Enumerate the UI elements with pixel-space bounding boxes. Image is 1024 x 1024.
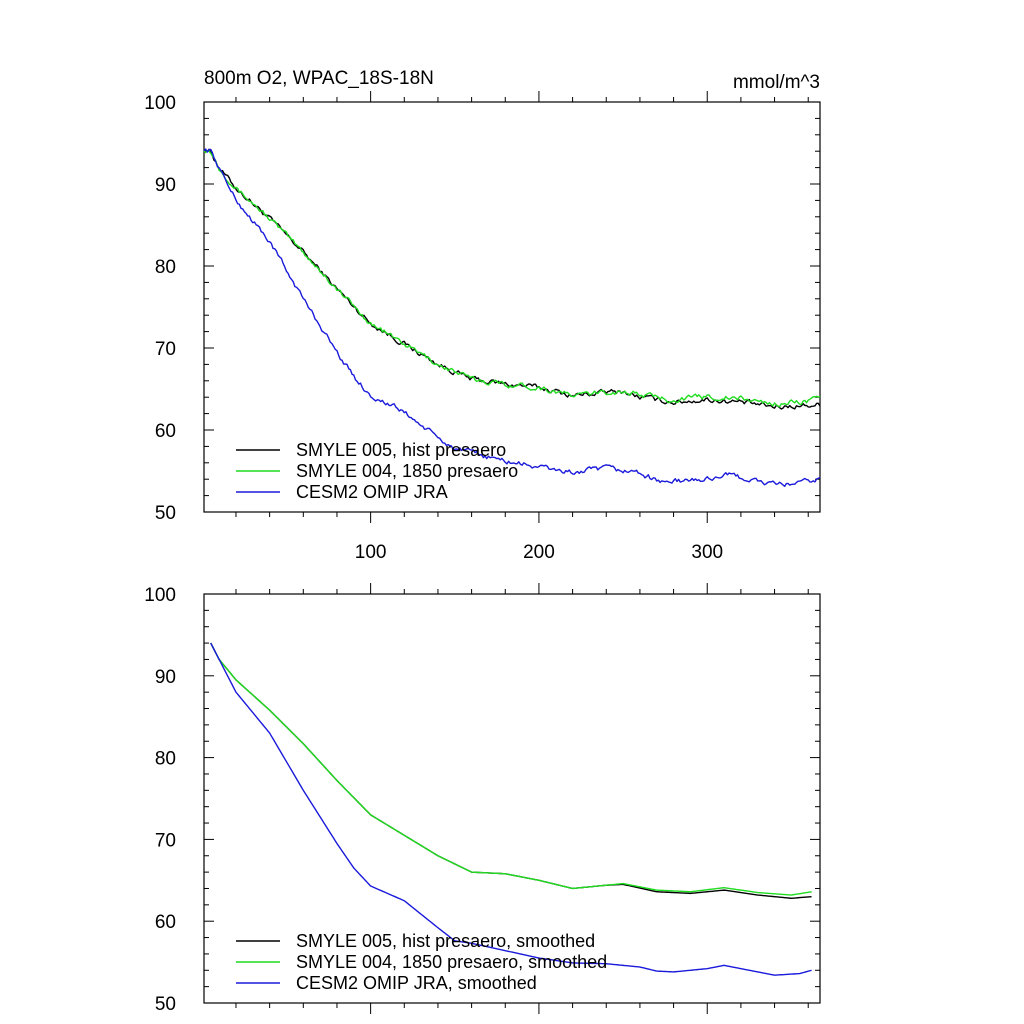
series-line-hist bbox=[203, 148, 821, 410]
y-tick-label: 50 bbox=[155, 503, 176, 524]
legend-label: CESM2 OMIP JRA bbox=[296, 482, 448, 502]
y-tick-label: 100 bbox=[144, 585, 176, 606]
y-tick-label: 80 bbox=[155, 257, 176, 278]
top-panel-title: 800m O2, WPAC_18S-18N bbox=[204, 68, 434, 89]
x-tick-label: 200 bbox=[523, 542, 555, 563]
legend-label: SMYLE 005, hist presaero bbox=[296, 440, 506, 460]
plot-frame bbox=[203, 101, 821, 513]
y-tick-label: 70 bbox=[155, 339, 176, 360]
series-line-omip bbox=[210, 642, 812, 976]
y-tick-label: 100 bbox=[144, 93, 176, 114]
bottom-panel: 50 60 70 80 90 100 SMYLE 005, hist presaero, s… bbox=[144, 583, 821, 1015]
plot-frame bbox=[203, 593, 821, 1004]
y-tick-label: 60 bbox=[155, 421, 176, 442]
legend-label: SMYLE 004, 1850 presaero bbox=[296, 461, 518, 481]
legend-label: SMYLE 005, hist presaero, smoothed bbox=[296, 931, 595, 951]
y-tick-label: 90 bbox=[155, 175, 176, 196]
y-tick-label: 50 bbox=[155, 994, 176, 1015]
series-line-pi bbox=[210, 642, 812, 896]
top-panel-units: mmol/m^3 bbox=[733, 72, 820, 93]
series-line-omip bbox=[203, 148, 821, 488]
series-line-pi bbox=[203, 150, 821, 408]
legend-label: SMYLE 004, 1850 presaero, smoothed bbox=[296, 952, 607, 972]
y-tick-label: 80 bbox=[155, 749, 176, 770]
legend-label: CESM2 OMIP JRA, smoothed bbox=[296, 973, 537, 993]
top-panel: 50 60 70 80 90 100 100 200 300 SMYLE 005, hist pr… bbox=[144, 91, 821, 563]
y-tick-label: 70 bbox=[155, 830, 176, 851]
x-tick-label: 100 bbox=[355, 542, 387, 563]
y-tick-label: 60 bbox=[155, 912, 176, 933]
y-tick-label: 90 bbox=[155, 667, 176, 688]
x-tick-label: 300 bbox=[691, 542, 723, 563]
